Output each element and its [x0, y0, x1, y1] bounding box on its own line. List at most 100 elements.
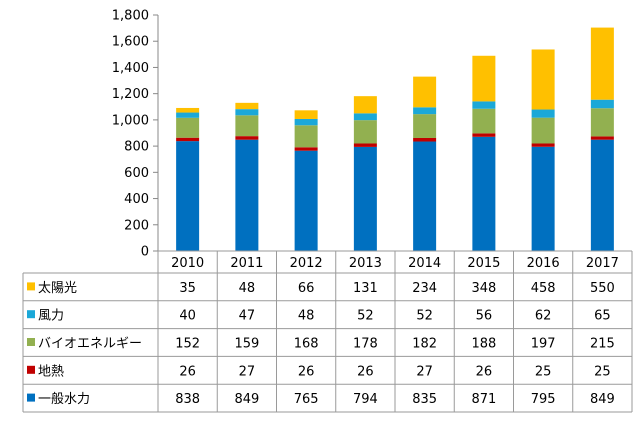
y-tick-label: 1,400 [112, 61, 149, 76]
y-tick-label: 400 [124, 192, 149, 207]
data-label: 871 [471, 392, 496, 407]
bar-segment [590, 108, 614, 137]
bar-segment [235, 115, 259, 137]
y-tick-label: 1,600 [112, 35, 149, 50]
legend-label: バイオエネルギー [38, 337, 142, 352]
bar-segment [531, 146, 555, 251]
data-label: 65 [594, 309, 611, 324]
data-label: 52 [416, 309, 433, 324]
data-label: 131 [353, 281, 378, 296]
bar-segment [590, 99, 614, 109]
x-tick-label: 2016 [527, 256, 560, 271]
data-label: 838 [175, 392, 200, 407]
bar-segment [294, 125, 318, 148]
data-label: 159 [234, 337, 259, 352]
bar-segment [176, 137, 200, 142]
data-label: 47 [239, 309, 256, 324]
bar-segment [590, 136, 614, 140]
data-label: 66 [298, 281, 315, 296]
bar-segment [353, 113, 377, 121]
bar-segment [235, 109, 259, 116]
data-label: 26 [476, 364, 493, 379]
bar-segment [176, 141, 200, 251]
bar-segment [176, 117, 200, 138]
y-tick-label: 1,200 [112, 87, 149, 102]
data-label: 168 [294, 337, 319, 352]
data-label: 26 [357, 364, 374, 379]
data-label: 458 [531, 281, 556, 296]
y-tick-label: 1,000 [112, 113, 149, 128]
bar-segment [294, 110, 318, 119]
data-label: 35 [179, 281, 196, 296]
legend-label: 太陽光 [38, 281, 77, 296]
bar-segment [353, 120, 377, 144]
data-label: 62 [535, 309, 552, 324]
legend-label: 地熱 [38, 364, 64, 379]
bar-segment [235, 102, 259, 110]
bar-segment [472, 136, 496, 251]
data-label: 27 [239, 364, 256, 379]
legend-key [27, 310, 35, 319]
bar-segment [353, 96, 377, 114]
bar-segment [235, 136, 259, 140]
data-label: 765 [294, 392, 319, 407]
data-label: 52 [357, 309, 374, 324]
bar-segment [413, 76, 437, 108]
bar-segment [353, 143, 377, 147]
x-tick-label: 2017 [586, 256, 619, 271]
bar-segment [413, 107, 437, 115]
data-label: 25 [594, 364, 611, 379]
x-tick-label: 2012 [290, 256, 323, 271]
data-label: 835 [412, 392, 437, 407]
bar-segment [235, 139, 259, 251]
data-label: 25 [535, 364, 552, 379]
data-label: 795 [531, 392, 556, 407]
x-tick-label: 2015 [467, 256, 500, 271]
legend-label: 一般水力 [38, 391, 90, 407]
bar-segment [472, 101, 496, 109]
x-tick-label: 2011 [230, 256, 263, 271]
data-label: 794 [353, 392, 378, 407]
legend-key [27, 282, 35, 291]
bar-segment [531, 109, 555, 118]
data-label: 197 [531, 337, 556, 352]
bar-segment [590, 139, 614, 251]
data-label: 26 [298, 364, 315, 379]
bar-segment [531, 143, 555, 147]
bar-segment [531, 49, 555, 110]
y-tick-label: 0 [141, 245, 149, 260]
x-tick-label: 2013 [349, 256, 382, 271]
bar-segment [294, 150, 318, 251]
legend-key [27, 365, 35, 374]
bar-segment [472, 55, 496, 102]
x-tick-label: 2014 [408, 256, 441, 271]
data-label: 26 [179, 364, 196, 379]
bar-segment [472, 133, 496, 137]
bar-segment [176, 112, 200, 118]
bar-segment [294, 147, 318, 151]
bar-segment [353, 146, 377, 251]
data-label: 27 [416, 364, 433, 379]
legend-label: 風力 [38, 309, 64, 324]
legend-key [27, 393, 35, 402]
data-label: 182 [412, 337, 437, 352]
bar-segment [413, 137, 437, 142]
data-label: 215 [590, 337, 615, 352]
x-tick-label: 2010 [171, 256, 204, 271]
data-label: 348 [471, 281, 496, 296]
legend-key [27, 338, 35, 346]
data-label: 48 [239, 281, 256, 296]
data-label: 40 [179, 309, 196, 324]
bar-segment [590, 27, 614, 100]
data-label: 550 [590, 281, 615, 296]
y-tick-label: 600 [124, 166, 149, 181]
data-label: 849 [234, 392, 259, 407]
y-tick-label: 1,800 [112, 9, 149, 24]
y-tick-label: 800 [124, 140, 149, 155]
data-label: 56 [476, 309, 493, 324]
bar-segment [472, 108, 496, 134]
data-label: 234 [412, 281, 437, 296]
bar-segment [294, 118, 318, 126]
bar-segment [413, 114, 437, 138]
